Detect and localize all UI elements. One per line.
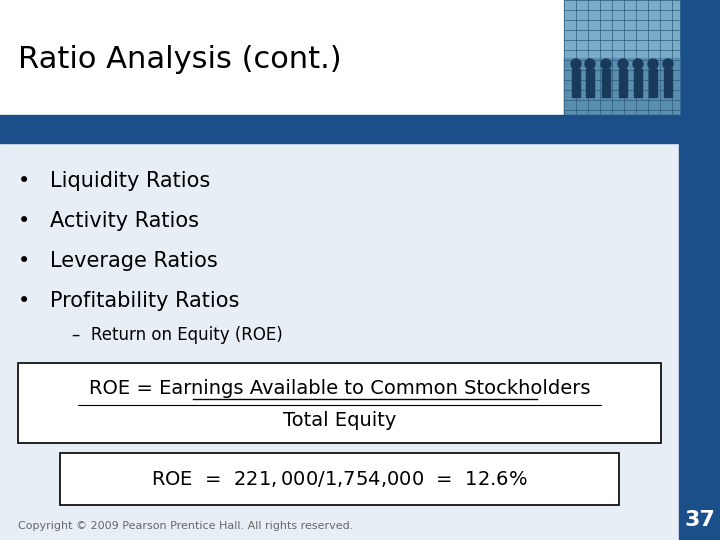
Bar (586, 69, 594, 97)
Text: Liquidity Ratios: Liquidity Ratios (50, 171, 210, 191)
Text: ROE  =  $221,000/$1,754,000  =  12.6%: ROE = $221,000/$1,754,000 = 12.6% (151, 469, 528, 489)
Bar (60, 453, 619, 505)
Bar (18, 363, 661, 443)
Text: –  Return on Equity (ROE): – Return on Equity (ROE) (72, 326, 283, 344)
Bar (564, 57, 679, 115)
Text: •: • (18, 251, 30, 271)
Text: ROE = Earnings Available to Common Stockholders: ROE = Earnings Available to Common Stock… (89, 380, 590, 399)
Text: Profitability Ratios: Profitability Ratios (50, 291, 239, 311)
Bar (664, 69, 672, 97)
Bar (572, 69, 580, 97)
Text: Total Equity: Total Equity (283, 411, 396, 430)
Text: 37: 37 (684, 510, 715, 530)
Bar (0, 115, 679, 143)
Bar (679, 0, 720, 540)
Circle shape (633, 59, 643, 69)
Text: •: • (18, 291, 30, 311)
Text: •: • (18, 171, 30, 191)
Bar (564, 0, 679, 115)
Circle shape (571, 59, 581, 69)
Text: Ratio Analysis (cont.): Ratio Analysis (cont.) (18, 45, 341, 75)
Bar (0, 143, 679, 540)
Circle shape (585, 59, 595, 69)
Text: Activity Ratios: Activity Ratios (50, 211, 199, 231)
Circle shape (601, 59, 611, 69)
Bar (619, 69, 627, 97)
Bar (602, 69, 610, 97)
Text: Copyright © 2009 Pearson Prentice Hall. All rights reserved.: Copyright © 2009 Pearson Prentice Hall. … (18, 521, 354, 531)
Bar (0, 0, 679, 115)
Text: Leverage Ratios: Leverage Ratios (50, 251, 217, 271)
Bar (634, 69, 642, 97)
Circle shape (648, 59, 658, 69)
Bar (649, 69, 657, 97)
Circle shape (663, 59, 673, 69)
Text: •: • (18, 211, 30, 231)
Circle shape (618, 59, 628, 69)
